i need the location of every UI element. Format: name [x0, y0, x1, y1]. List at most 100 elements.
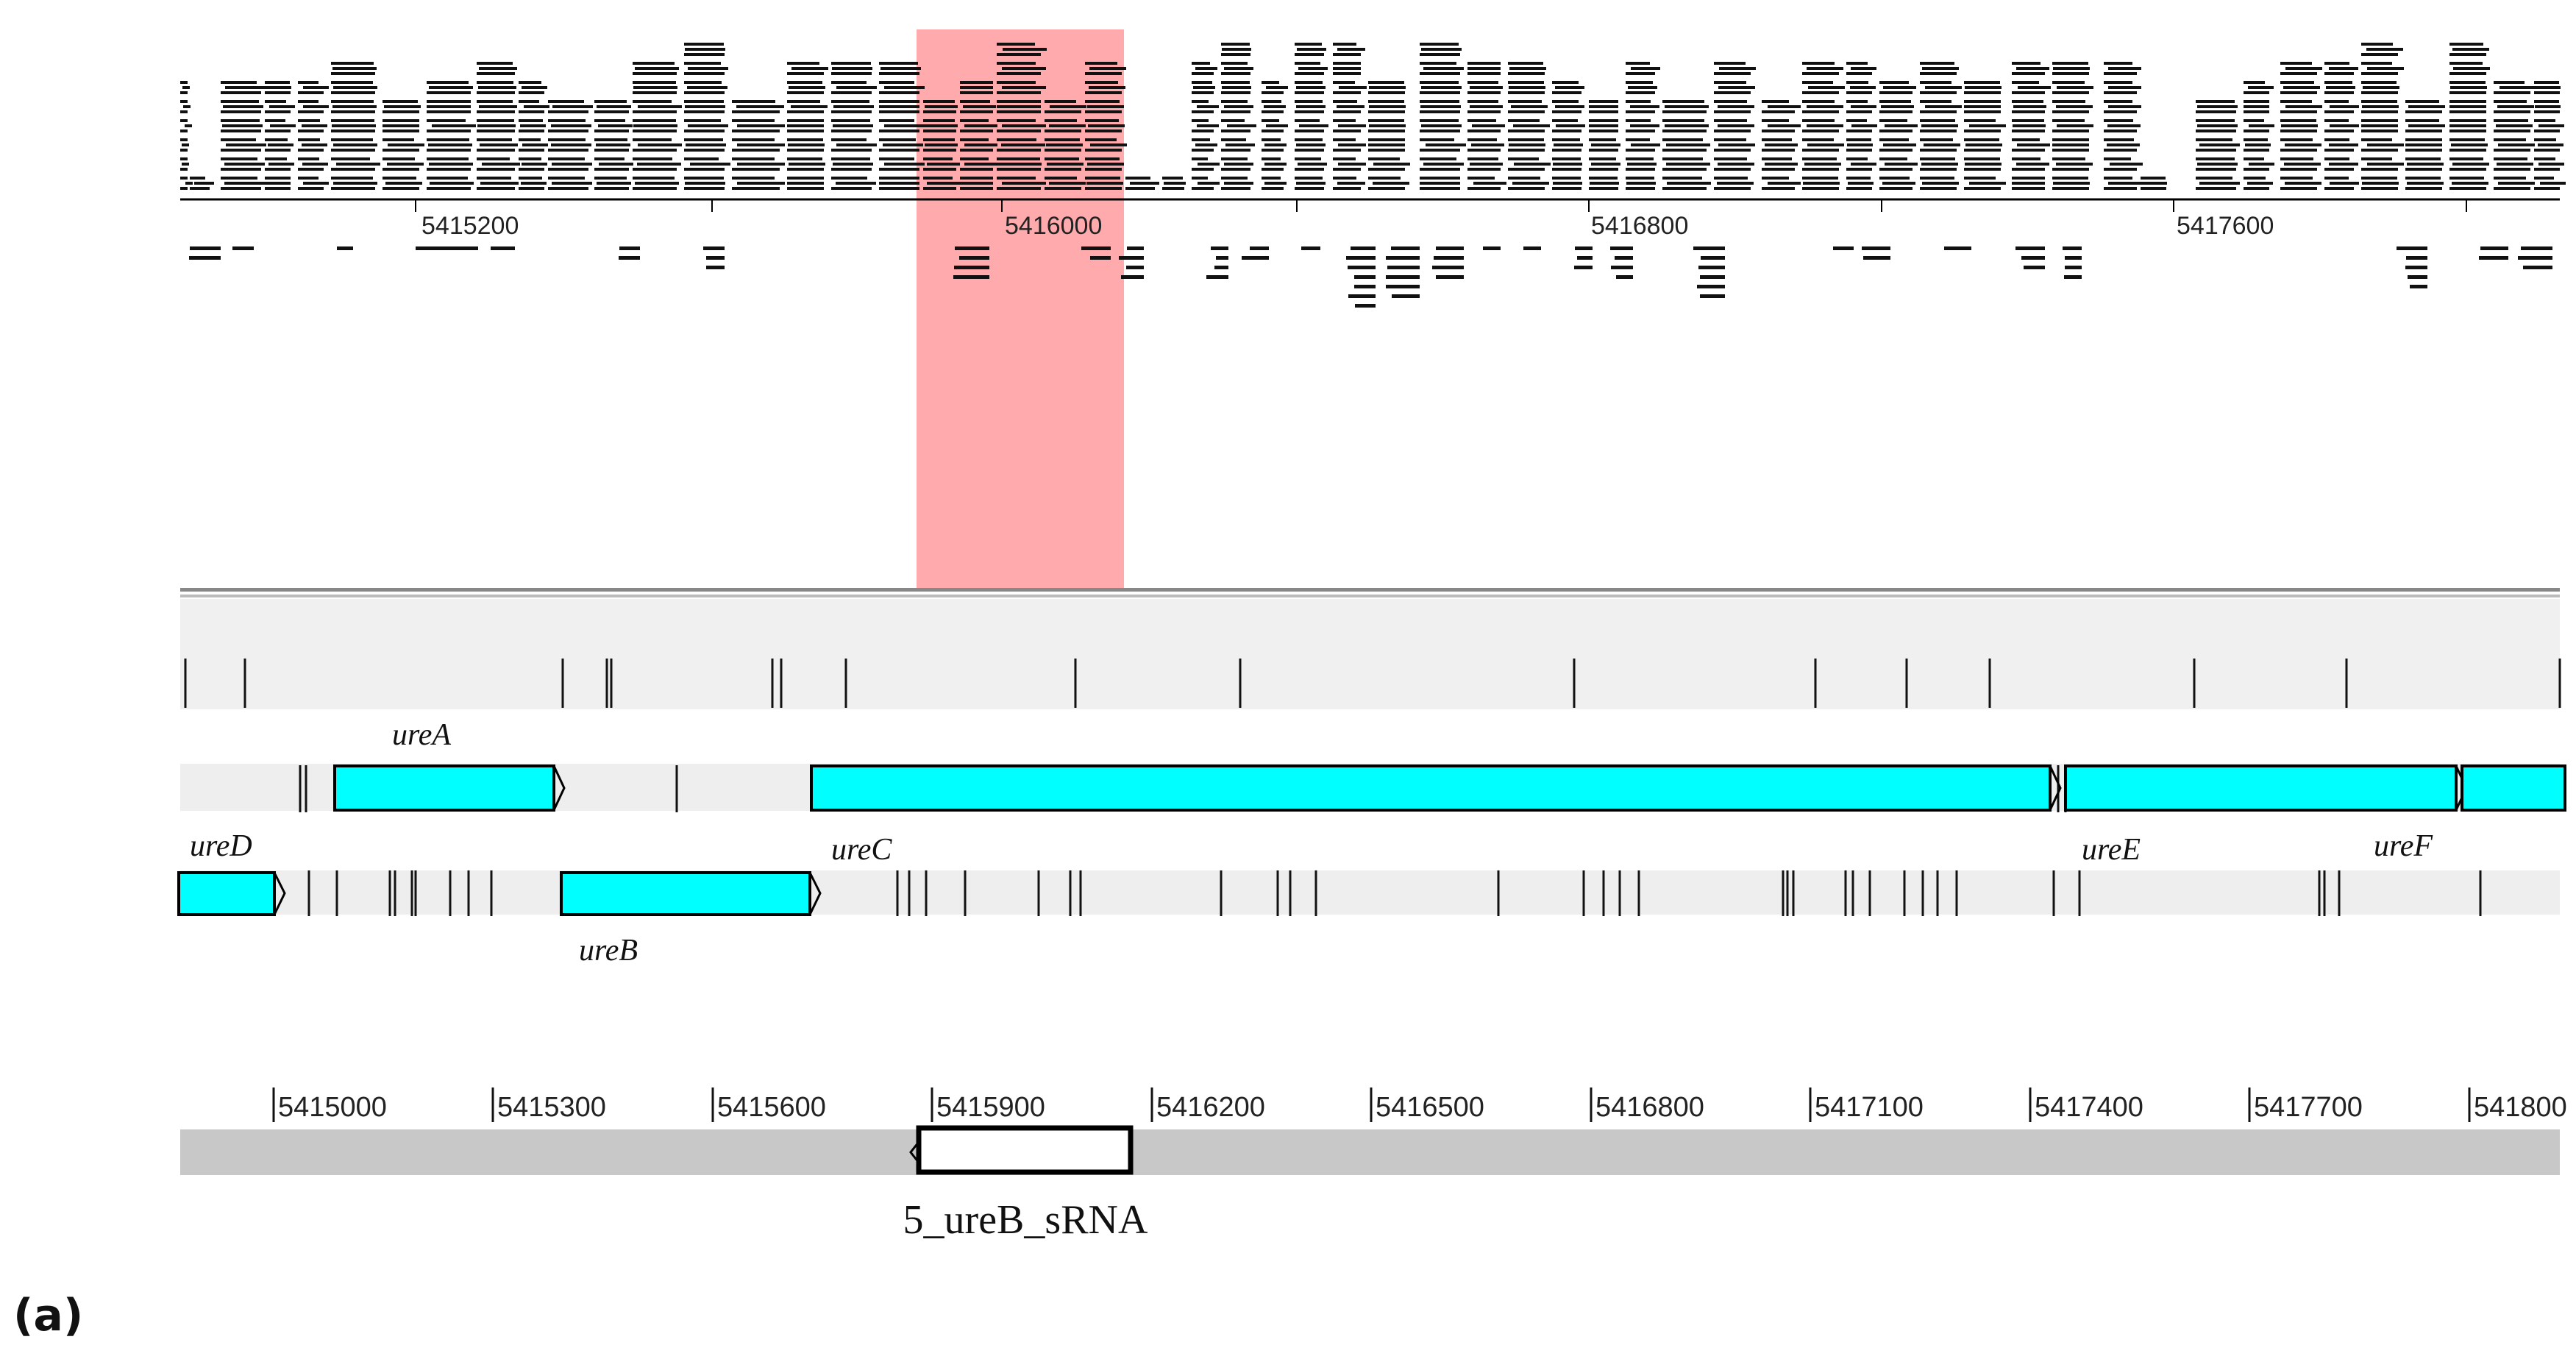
sequencing-read: [598, 124, 633, 127]
sequencing-read: [2494, 119, 2528, 122]
sequencing-read: [1964, 129, 2001, 132]
sequencing-read: [1508, 168, 1545, 171]
sequencing-read: [2361, 100, 2397, 103]
sequencing-read: [2280, 138, 2313, 141]
sequencing-read: [960, 187, 993, 190]
sequencing-read: [2367, 67, 2404, 70]
sequencing-read: [2494, 149, 2530, 152]
sequencing-read: [1045, 110, 1081, 113]
sequencing-read: [2141, 187, 2166, 190]
sequencing-read: [1846, 110, 1872, 113]
ruler-bar: [180, 1129, 2560, 1175]
sequencing-read: [633, 177, 675, 180]
sequencing-read: [1299, 124, 1328, 127]
sequencing-read: [2449, 187, 2486, 190]
sequencing-read: [1354, 275, 1376, 279]
sequencing-read: [2196, 119, 2235, 122]
sequencing-read: [2480, 246, 2508, 250]
sequencing-read: [2405, 129, 2442, 132]
sequencing-read: [1553, 163, 1582, 166]
sequencing-read: [997, 81, 1036, 84]
sequencing-read: [1662, 149, 1707, 152]
sequencing-read: [1164, 182, 1186, 185]
sequencing-read: [427, 119, 466, 122]
sequencing-read: [1626, 110, 1655, 113]
sequencing-read: [1964, 187, 2001, 190]
sequencing-read: [959, 256, 989, 260]
sequencing-read: [1467, 168, 1501, 171]
sequencing-read: [1225, 143, 1255, 146]
sequencing-read: [548, 129, 588, 132]
sequencing-read: [1589, 177, 1618, 180]
sequencing-read: [706, 266, 725, 269]
sequencing-read: [1045, 168, 1081, 171]
sequencing-read: [2052, 110, 2089, 113]
sequencing-read: [1630, 105, 1659, 108]
sequencing-read: [1666, 163, 1710, 166]
sequencing-read: [2280, 149, 2317, 152]
sequencing-read: [1368, 81, 1404, 84]
sequencing-read: [265, 168, 291, 171]
sequencing-read: [685, 48, 725, 51]
sequencing-read: [1295, 129, 1324, 132]
sequencing-read: [2244, 81, 2265, 84]
sequencing-read: [1221, 129, 1250, 132]
sequencing-read: [997, 157, 1040, 160]
sequencing-read: [787, 124, 824, 127]
sequencing-read: [1333, 168, 1361, 171]
sequencing-read: [2280, 72, 2317, 75]
sequencing-read: [2361, 129, 2398, 132]
sequencing-read: [1590, 182, 1619, 185]
sequencing-read: [884, 124, 925, 127]
sequencing-read: [298, 157, 319, 160]
sequencing-read: [2518, 256, 2552, 260]
sequencing-read: [519, 187, 544, 190]
sequencing-read: [1192, 157, 1208, 160]
sequencing-read: [1045, 177, 1077, 180]
sequencing-read: [2534, 91, 2560, 94]
sequencing-read: [633, 72, 677, 75]
sequencing-read: [2405, 119, 2439, 122]
sequencing-read: [1662, 187, 1707, 190]
sequencing-read: [879, 129, 919, 132]
sequencing-read: [1662, 138, 1703, 141]
sequencing-read: [2494, 91, 2530, 94]
sequencing-read: [1508, 110, 1545, 113]
sequencing-read: [265, 177, 291, 180]
panel-separator-light: [180, 595, 2560, 597]
sequencing-read: [1807, 105, 1843, 108]
sequencing-read: [2329, 143, 2358, 146]
sequencing-read: [2330, 124, 2359, 127]
sequencing-read: [2012, 177, 2045, 180]
sequencing-read: [2452, 182, 2488, 185]
srna-box: [916, 1125, 1134, 1175]
sequencing-read: [2104, 138, 2134, 141]
sequencing-read: [180, 149, 188, 152]
sequencing-read: [2408, 105, 2445, 108]
sequencing-read: [787, 157, 822, 160]
sequencing-read: [831, 168, 872, 171]
sequencing-read: [1846, 177, 1871, 180]
sequencing-read: [1626, 100, 1651, 103]
sequencing-read: [594, 129, 629, 132]
sequencing-read: [1045, 119, 1077, 122]
sequencing-read: [2329, 67, 2358, 70]
sequencing-read: [1127, 246, 1144, 250]
sequencing-read: [2361, 72, 2398, 75]
sequencing-read: [1846, 100, 1868, 103]
sequencing-read: [836, 143, 877, 146]
sequencing-read: [1221, 168, 1250, 171]
sequencing-read: [1045, 157, 1079, 160]
sequencing-read: [1883, 86, 1916, 89]
sequencing-read: [960, 81, 993, 84]
sequencing-read: [997, 163, 1042, 166]
sequencing-read: [1333, 187, 1361, 190]
sequencing-read: [1964, 105, 2001, 108]
sequencing-read: [2285, 105, 2322, 108]
sequencing-read: [1846, 119, 1867, 122]
sequencing-read: [548, 149, 588, 152]
sequencing-read: [1662, 157, 1703, 160]
sequencing-read: [1921, 163, 1958, 166]
sequencing-read: [1467, 67, 1501, 70]
sequencing-read: [1555, 86, 1584, 89]
